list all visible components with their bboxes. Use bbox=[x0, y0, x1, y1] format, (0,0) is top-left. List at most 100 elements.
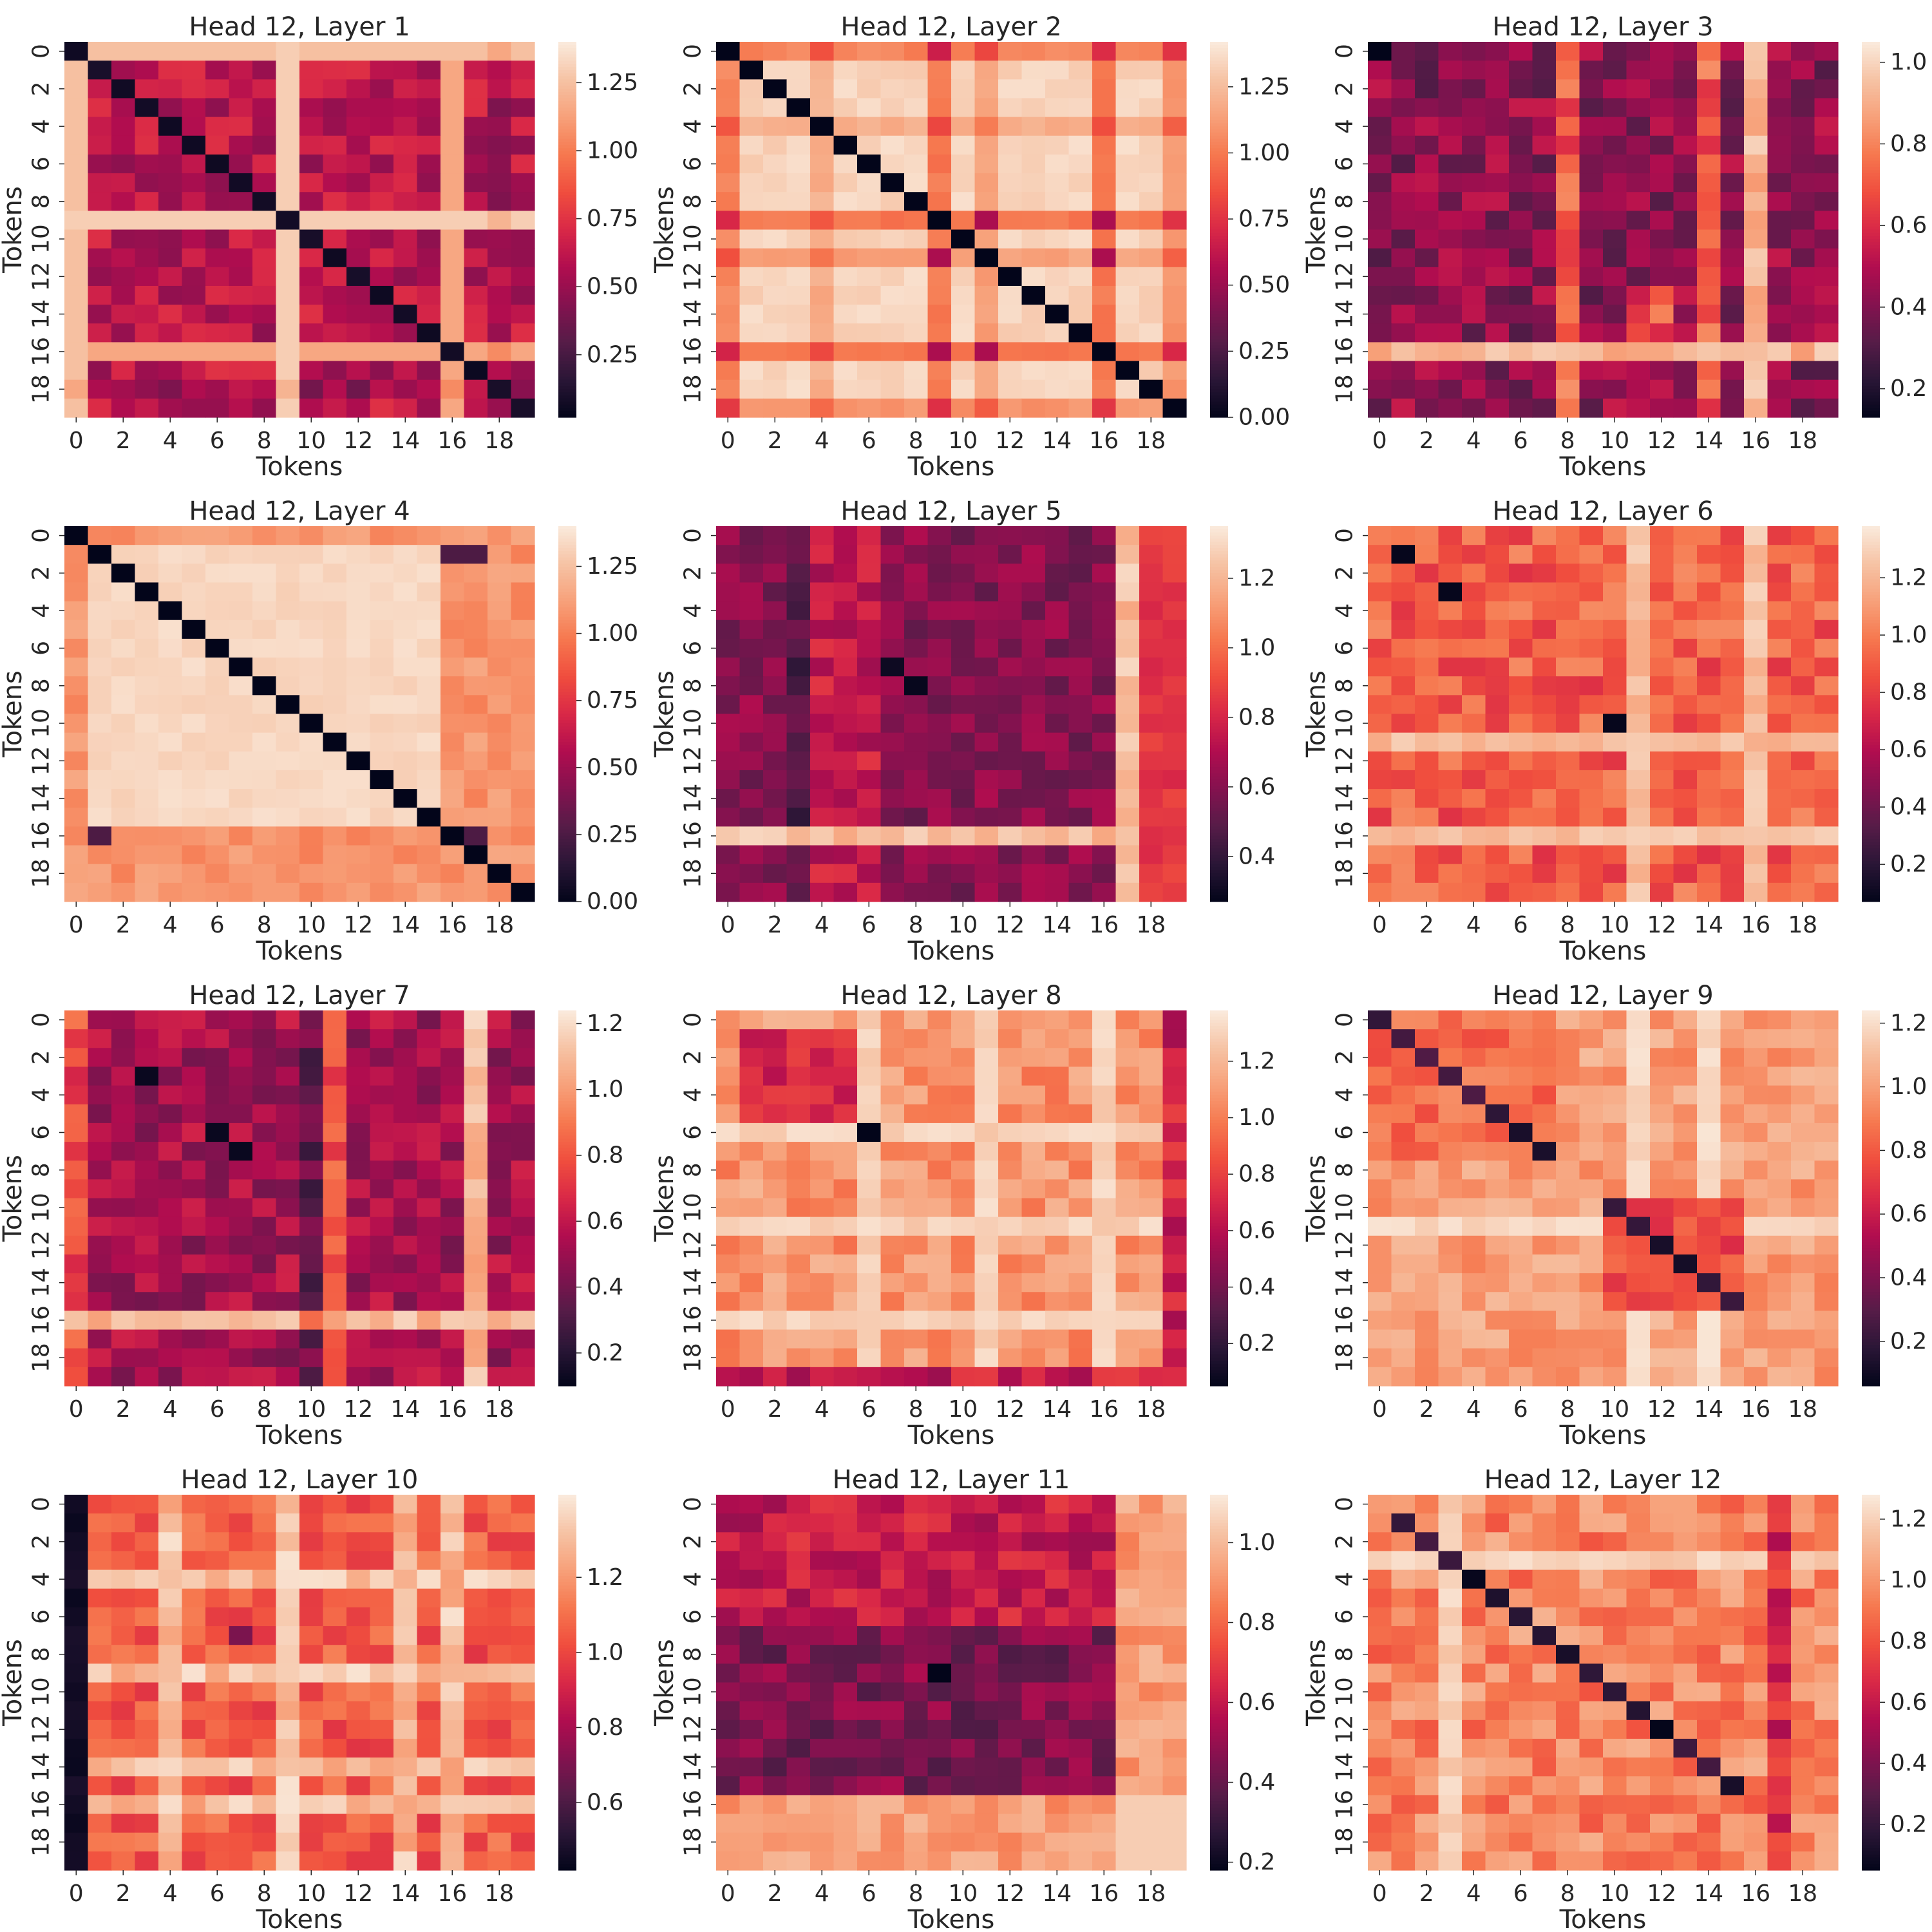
heatmap-cell bbox=[1556, 1010, 1580, 1030]
heatmap-cell bbox=[1045, 658, 1070, 677]
colorbar-tick-label: 0.6 bbox=[1238, 773, 1275, 800]
heatmap-cell bbox=[786, 1273, 811, 1293]
heatmap-cell bbox=[1068, 1329, 1093, 1349]
colorbar-segment bbox=[558, 1191, 576, 1196]
heatmap-cell bbox=[299, 1292, 324, 1311]
heatmap-cell bbox=[1485, 1329, 1510, 1349]
heatmap-cell bbox=[1767, 564, 1792, 583]
colorbar-segment bbox=[558, 757, 576, 761]
y-tick-label: 10 bbox=[680, 224, 706, 254]
heatmap-cell bbox=[1162, 1066, 1187, 1086]
colorbar-segment bbox=[1862, 548, 1880, 552]
x-tick-label: 2 bbox=[116, 912, 131, 938]
heatmap-cell bbox=[88, 154, 112, 174]
heatmap-cell bbox=[488, 789, 512, 808]
heatmap-cell bbox=[1115, 1179, 1140, 1199]
heatmap-cell bbox=[440, 658, 465, 677]
heatmap-cell bbox=[299, 1273, 324, 1293]
heatmap-cell bbox=[464, 229, 488, 249]
y-tick-label: 6 bbox=[680, 156, 706, 171]
heatmap-cell bbox=[205, 1066, 230, 1086]
heatmap-cell bbox=[64, 79, 89, 99]
heatmap-cell bbox=[88, 1292, 112, 1311]
heatmap-cell bbox=[370, 1066, 394, 1086]
heatmap-cell bbox=[786, 789, 811, 808]
colorbar-segment bbox=[558, 1361, 576, 1365]
heatmap-cell bbox=[1391, 1311, 1416, 1331]
colorbar-segment bbox=[1210, 1166, 1228, 1171]
heatmap-cell bbox=[1626, 285, 1651, 305]
heatmap-cell bbox=[1791, 526, 1815, 545]
heatmap-cell bbox=[1532, 323, 1557, 343]
heatmap-cell bbox=[1814, 1160, 1839, 1180]
heatmap-cell bbox=[1391, 601, 1416, 621]
heatmap-cell bbox=[323, 770, 347, 790]
heatmap-cell bbox=[1626, 864, 1651, 884]
heatmap-cell bbox=[370, 1104, 394, 1124]
heatmap-cell bbox=[158, 79, 183, 99]
heatmap-cell bbox=[1767, 267, 1792, 287]
colorbar-segment bbox=[558, 298, 576, 302]
heatmap-cell bbox=[1791, 1329, 1815, 1349]
colorbar-segment bbox=[558, 833, 576, 837]
heatmap-cell bbox=[440, 1292, 465, 1311]
heatmap-cell bbox=[276, 398, 300, 418]
colorbar-tick-label: 1.25 bbox=[1238, 73, 1290, 100]
heatmap-cell bbox=[417, 61, 441, 80]
heatmap-cell bbox=[135, 42, 159, 61]
heatmap-cell bbox=[64, 211, 89, 231]
heatmap-cell bbox=[1650, 79, 1674, 99]
heatmap-cell bbox=[440, 564, 465, 583]
heatmap-cell bbox=[1603, 751, 1627, 771]
heatmap-cell bbox=[1814, 1048, 1839, 1068]
heatmap-cell bbox=[1115, 1122, 1140, 1142]
heatmap-cell bbox=[998, 638, 1023, 658]
heatmap-cell bbox=[158, 1348, 183, 1368]
colorbar-segment bbox=[558, 1066, 576, 1070]
heatmap-cell bbox=[205, 864, 230, 884]
heatmap-cell bbox=[1720, 98, 1745, 118]
heatmap-cell bbox=[1532, 98, 1557, 118]
heatmap-cell bbox=[810, 1160, 835, 1180]
heatmap-cell bbox=[1556, 1348, 1580, 1368]
colorbar-segment bbox=[1210, 1301, 1228, 1305]
heatmap-cell bbox=[511, 638, 535, 658]
heatmap-cell bbox=[1092, 770, 1117, 790]
heatmap-cell bbox=[511, 1367, 535, 1387]
colorbar-segment bbox=[1210, 329, 1228, 334]
heatmap-cell bbox=[1485, 98, 1510, 118]
heatmap-cell bbox=[205, 267, 230, 287]
colorbar-segment bbox=[1210, 1010, 1228, 1014]
heatmap-cell bbox=[1603, 545, 1627, 564]
heatmap-cell bbox=[393, 601, 418, 621]
heatmap-cell bbox=[1391, 845, 1416, 865]
heatmap-cell bbox=[763, 808, 788, 827]
heatmap-cell bbox=[1485, 1142, 1510, 1161]
heatmap-cell bbox=[346, 770, 371, 790]
heatmap-cell bbox=[1650, 361, 1674, 381]
heatmap-cell bbox=[1532, 135, 1557, 155]
colorbar-segment bbox=[1210, 135, 1228, 140]
heatmap-cell bbox=[1626, 1029, 1651, 1048]
colorbar-segment bbox=[1210, 776, 1228, 781]
colorbar-segment bbox=[1210, 767, 1228, 771]
heatmap-cell bbox=[323, 1029, 347, 1048]
heatmap-cell bbox=[1092, 564, 1117, 583]
heatmap-cell bbox=[1603, 1292, 1627, 1311]
heatmap-cell bbox=[1650, 582, 1674, 602]
heatmap-cell bbox=[88, 1122, 112, 1142]
heatmap-cell bbox=[1415, 42, 1439, 61]
heatmap-cell bbox=[370, 173, 394, 193]
heatmap-cell bbox=[252, 770, 277, 790]
heatmap-cell bbox=[252, 342, 277, 362]
colorbar-segment bbox=[1210, 1104, 1228, 1108]
heatmap-cell bbox=[205, 826, 230, 846]
heatmap-cell bbox=[1368, 361, 1392, 381]
heatmap-cell bbox=[370, 695, 394, 715]
heatmap-cell bbox=[1579, 526, 1604, 545]
heatmap-cell bbox=[1438, 638, 1463, 658]
colorbar-segment bbox=[558, 629, 576, 633]
heatmap-cell bbox=[1391, 1179, 1416, 1199]
heatmap-cell bbox=[1391, 826, 1416, 846]
heatmap-cell bbox=[370, 1010, 394, 1030]
